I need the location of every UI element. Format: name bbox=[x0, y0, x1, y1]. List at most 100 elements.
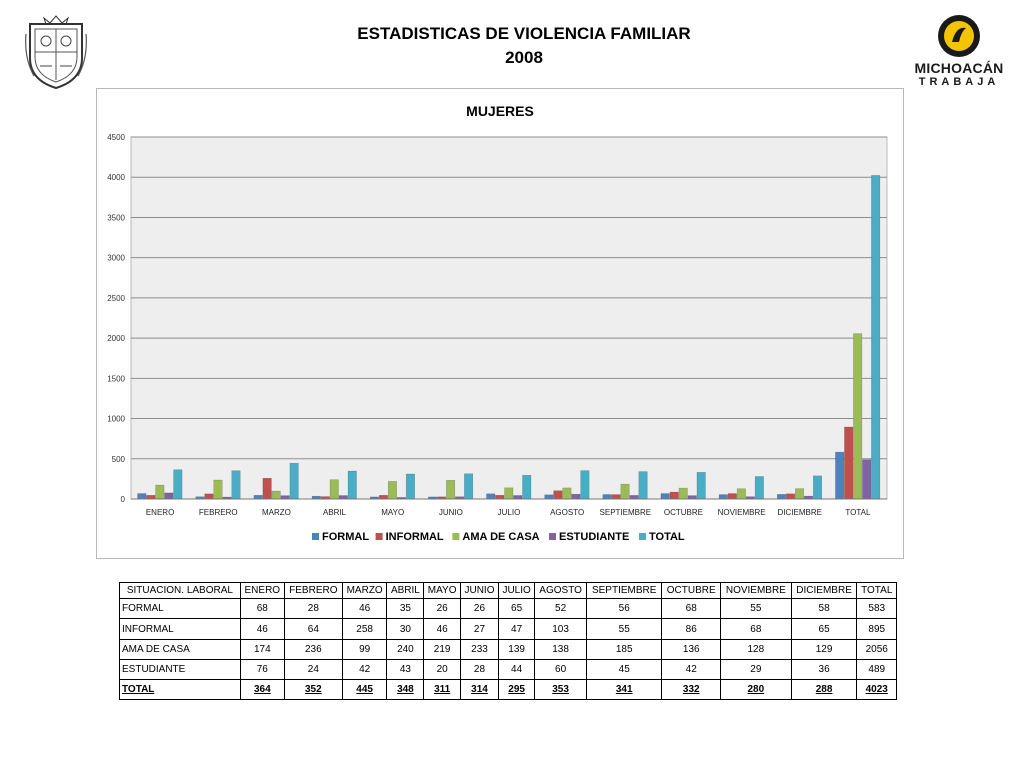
x-tick-label: MAYO bbox=[381, 508, 404, 517]
table-cell: 185 bbox=[585, 639, 663, 660]
table-cell: 42 bbox=[661, 659, 722, 680]
table-cell: 364 bbox=[239, 679, 285, 700]
table-cell: 35 bbox=[386, 598, 425, 619]
legend-label: ESTUDIANTE bbox=[559, 531, 629, 543]
y-tick-label: 0 bbox=[121, 495, 126, 504]
legend-label: FORMAL bbox=[322, 531, 369, 543]
legend-label: AMA DE CASA bbox=[462, 531, 539, 543]
y-tick-label: 3500 bbox=[107, 213, 125, 222]
table-cell: 138 bbox=[534, 639, 587, 660]
title-line-1: ESTADISTICAS DE VIOLENCIA FAMILIAR bbox=[357, 24, 691, 43]
table-header-octubre: OCTUBRE bbox=[661, 582, 722, 599]
y-tick-label: 4000 bbox=[107, 173, 125, 182]
table-row: TOTAL 364 352 445 348 311 314 295 353 341 332 280 28… bbox=[119, 679, 897, 700]
legend-swatch bbox=[452, 533, 460, 540]
data-table: SITUACION. LABORAL ENERO FEBRERO MARZO ABRI… bbox=[119, 582, 897, 700]
table-cell: 352 bbox=[283, 679, 343, 700]
table-header-febrero: FEBRERO bbox=[283, 582, 343, 599]
table-cell: 128 bbox=[720, 639, 792, 660]
table-cell: 26 bbox=[423, 598, 461, 619]
y-tick-label: 1500 bbox=[107, 374, 125, 383]
table-header-diciembre: DICIEMBRE bbox=[790, 582, 858, 599]
table-cell: 46 bbox=[341, 598, 388, 619]
bar-total bbox=[754, 476, 764, 500]
table-cell: 99 bbox=[341, 639, 388, 660]
bar-chart: MUJERES 0 500 1000 1500 2000 2500 3000 3500 4000 4… bbox=[107, 103, 888, 543]
legend-swatch bbox=[312, 533, 319, 540]
table-cell: 65 bbox=[790, 618, 858, 640]
bar-estudiante bbox=[629, 495, 639, 500]
bar-estudiante bbox=[280, 495, 290, 500]
table-cell: 60 bbox=[534, 659, 587, 680]
table-body: FORMAL 68 28 46 35 26 26 65 52 56 68 55 58 583 INFORMA… bbox=[119, 598, 897, 700]
table-cell: 445 bbox=[341, 679, 388, 700]
y-tick-label: 1000 bbox=[107, 415, 125, 424]
y-tick-label: 4500 bbox=[107, 133, 125, 142]
bar-estudiante bbox=[164, 492, 174, 500]
table-cell: 46 bbox=[239, 618, 285, 640]
table-row-label: FORMAL bbox=[119, 598, 241, 619]
bar-total bbox=[813, 475, 823, 500]
bar-estudiante bbox=[687, 495, 697, 500]
table-cell: 44 bbox=[497, 659, 536, 680]
bar-formal bbox=[602, 494, 612, 500]
table-row: ESTUDIANTE 76 24 42 43 20 28 44 60 45 42 29 36 489 bbox=[119, 659, 897, 680]
bar-total bbox=[464, 473, 474, 500]
x-tick-label: MARZO bbox=[262, 508, 291, 517]
bar-total bbox=[696, 472, 706, 500]
bar-estudiante bbox=[862, 459, 872, 500]
table-cell: 233 bbox=[459, 639, 500, 660]
table-header-label: SITUACION. LABORAL bbox=[119, 582, 241, 599]
table-cell: 28 bbox=[459, 659, 500, 680]
table-cell: 139 bbox=[497, 639, 536, 660]
table-cell: 258 bbox=[341, 618, 388, 640]
state-seal-icon bbox=[25, 15, 87, 90]
legend-swatch bbox=[375, 533, 383, 540]
bar-formal bbox=[718, 494, 728, 500]
bar-informal bbox=[669, 491, 679, 500]
bar-ama-de-casa bbox=[504, 487, 514, 500]
table-header-total: TOTAL bbox=[856, 582, 897, 599]
table-cell: 174 bbox=[239, 639, 285, 660]
bar-formal bbox=[137, 493, 147, 500]
bar-formal bbox=[835, 451, 845, 500]
report-title: ESTADISTICAS DE VIOLENCIA FAMILIAR 2008 bbox=[300, 22, 748, 70]
bar-informal bbox=[378, 495, 388, 500]
table-cell: 583 bbox=[856, 598, 897, 619]
table-cell: 219 bbox=[423, 639, 461, 660]
bar-informal bbox=[727, 493, 737, 500]
table-cell: 30 bbox=[386, 618, 425, 640]
table-cell: 43 bbox=[386, 659, 425, 680]
table-header-row: SITUACION. LABORAL ENERO FEBRERO MARZO ABRI… bbox=[119, 582, 897, 599]
bar-ama-de-casa bbox=[620, 483, 630, 500]
table-row: AMA DE CASA 174 236 99 240 219 233 139 138 185 136… bbox=[119, 639, 897, 660]
logo-text-line-2: TRABAJA bbox=[918, 76, 1000, 88]
bar-informal bbox=[495, 494, 505, 500]
bar-estudiante bbox=[513, 495, 523, 500]
table-cell: 45 bbox=[585, 659, 663, 680]
table-cell: 895 bbox=[856, 618, 897, 640]
legend-label: INFORMAL bbox=[386, 531, 444, 543]
table-cell: 55 bbox=[585, 618, 663, 640]
michoacan-logo: MICHOACÁN TRABAJA bbox=[912, 14, 1006, 92]
table-cell: 236 bbox=[283, 639, 343, 660]
table-header-enero: ENERO bbox=[239, 582, 285, 599]
bar-formal bbox=[486, 493, 496, 500]
table-cell: 129 bbox=[790, 639, 858, 660]
table-cell: 56 bbox=[585, 598, 663, 619]
table-cell: 64 bbox=[283, 618, 343, 640]
x-tick-label: DICIEMBRE bbox=[778, 508, 822, 517]
bar-informal bbox=[553, 490, 563, 500]
table-cell: 240 bbox=[386, 639, 425, 660]
bar-ama-de-casa bbox=[329, 479, 339, 500]
table-cell: 55 bbox=[720, 598, 792, 619]
legend-swatch bbox=[549, 533, 556, 540]
bar-ama-de-casa bbox=[853, 333, 863, 500]
table-cell: 68 bbox=[239, 598, 285, 619]
table-row-label: AMA DE CASA bbox=[119, 639, 241, 660]
bar-informal bbox=[262, 477, 272, 500]
table-cell: 29 bbox=[720, 659, 792, 680]
table-header-septiembre: SEPTIEMBRE bbox=[585, 582, 663, 599]
bar-ama-de-casa bbox=[271, 490, 281, 500]
table-header-abril: ABRIL bbox=[386, 582, 425, 599]
